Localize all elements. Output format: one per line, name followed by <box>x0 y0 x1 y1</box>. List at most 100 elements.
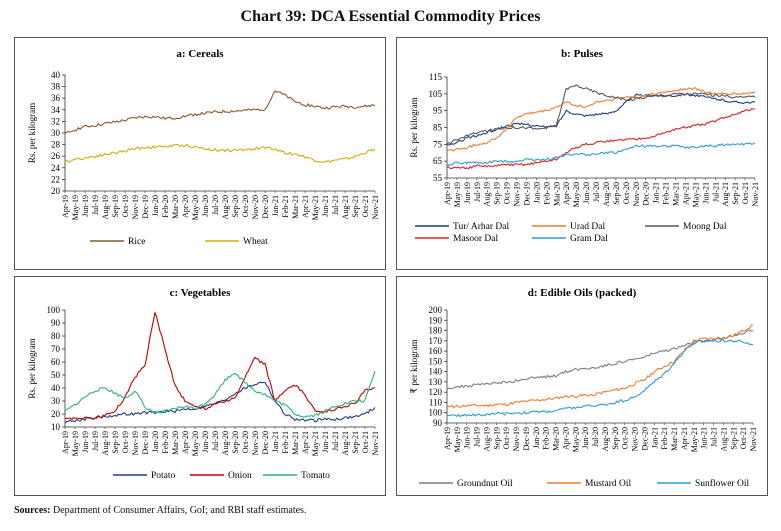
y-tick-label-c: 20 <box>51 409 61 419</box>
y-tick-label-b: 65 <box>433 156 443 166</box>
x-tick-label-c: Jan-21 <box>271 431 280 452</box>
x-tick-label-d: Apr-20 <box>561 427 570 450</box>
x-tick-label-a: Dec-20 <box>261 195 270 219</box>
x-tick-label-c: Apr-20 <box>181 431 190 454</box>
x-tick-label-a: Aug-21 <box>341 195 350 219</box>
chart-title-b: b: Pulses <box>561 48 604 60</box>
y-tick-label-a: 20 <box>51 186 61 196</box>
x-tick-label-d: Jan-20 <box>532 427 541 448</box>
x-tick-label-c: Dec-20 <box>261 431 270 455</box>
x-tick-label-a: May-20 <box>191 195 200 220</box>
x-tick-label-c: Aug-19 <box>101 431 110 455</box>
sources-text: Department of Consumer Affairs, GoI; and… <box>52 505 307 516</box>
x-tick-label-c: Jul-19 <box>91 431 100 451</box>
y-tick-label-d: 100 <box>429 408 443 418</box>
x-tick-label-a: Feb-21 <box>281 195 290 218</box>
x-tick-label-a: Jun-21 <box>321 195 330 217</box>
y-tick-label-c: 40 <box>51 383 61 393</box>
x-tick-label-b: Jun-21 <box>701 182 710 204</box>
x-tick-label-b: Apr-19 <box>443 182 452 205</box>
x-tick-label-d: Nov-20 <box>631 427 640 451</box>
legend-label: Wheat <box>243 237 268 247</box>
x-tick-label-d: Aug-21 <box>719 427 728 451</box>
x-tick-label-d: Dec-19 <box>522 427 531 451</box>
x-tick-label-b: Oct-19 <box>503 182 512 204</box>
y-axis-label-a: Rs. per kilogram <box>27 103 37 163</box>
series-line-rice <box>64 90 376 134</box>
x-tick-label-b: Jun-19 <box>463 182 472 204</box>
x-tick-label-c: Dec-19 <box>141 431 150 455</box>
x-tick-label-b: Oct-21 <box>741 182 750 204</box>
series-line-urad-dal <box>446 87 756 152</box>
x-tick-label-c: Apr-19 <box>61 431 70 454</box>
sources-label: Sources: <box>14 505 51 516</box>
x-tick-label-b: Apr-20 <box>562 182 571 205</box>
x-tick-label-d: Apr-19 <box>443 427 452 450</box>
x-tick-label-d: Jul-19 <box>473 427 482 447</box>
x-tick-label-d: Apr-21 <box>680 427 689 450</box>
y-axis-label-c: Rs. per kilogram <box>27 338 37 398</box>
y-tick-label-d: 140 <box>429 367 443 377</box>
x-tick-label-b: Sep-20 <box>612 182 621 205</box>
x-tick-label-c: Feb-20 <box>161 431 170 454</box>
x-tick-label-c: Sep-19 <box>111 431 120 454</box>
x-tick-label-d: May-19 <box>453 427 462 452</box>
x-tick-label-c: Aug-20 <box>221 431 230 455</box>
x-tick-label-d: Oct-21 <box>739 427 748 449</box>
x-tick-label-a: Feb-20 <box>161 195 170 218</box>
x-tick-label-d: Jun-19 <box>463 427 472 449</box>
y-tick-label-c: 60 <box>51 357 61 367</box>
y-tick-label-c: 50 <box>51 370 61 380</box>
x-tick-label-c: May-20 <box>191 431 200 456</box>
panel-edible-oils: d: Edible Oils (packed) ₹ per kilogram 90 1… <box>396 276 768 496</box>
legend-label: Rice <box>128 237 145 247</box>
x-tick-label-b: Dec-20 <box>642 182 651 206</box>
x-tick-label-a: Jan-20 <box>151 195 160 216</box>
x-tick-label-a: Oct-21 <box>361 195 370 217</box>
y-tick-label-d: 190 <box>429 315 443 325</box>
y-tick-label-b: 105 <box>429 89 443 99</box>
x-tick-label-a: May-21 <box>311 195 320 220</box>
x-tick-label-a: Jun-20 <box>201 195 210 217</box>
series-line-potato <box>64 381 376 424</box>
legend-label: Sunflower Oil <box>695 478 749 489</box>
series-line-masoor-dal <box>446 108 756 170</box>
y-tick-label-b: 95 <box>433 106 443 116</box>
y-tick-label-d: 130 <box>429 377 443 387</box>
y-tick-label-a: 38 <box>51 82 61 92</box>
x-tick-label-b: May-20 <box>572 182 581 207</box>
y-tick-label-c: 90 <box>51 318 61 328</box>
x-tick-label-c: Jul-21 <box>331 431 340 451</box>
x-tick-label-a: Nov-19 <box>131 195 140 219</box>
chart-title-d: d: Edible Oils (packed) <box>528 287 637 299</box>
x-tick-label-c: Oct-19 <box>121 431 130 453</box>
x-tick-label-d: Aug-19 <box>482 427 491 451</box>
x-tick-label-d: Jul-20 <box>591 427 600 447</box>
y-tick-label-c: 80 <box>51 331 61 341</box>
x-tick-label-a: Jan-21 <box>271 195 280 216</box>
legend-label: Moong Dal <box>683 222 727 232</box>
x-tick-label-d: Jul-21 <box>710 427 719 447</box>
x-tick-label-a: Apr-21 <box>301 195 310 218</box>
series-line-wheat <box>64 143 376 163</box>
x-tick-label-a: Nov-20 <box>251 195 260 219</box>
x-tick-label-d: Aug-20 <box>601 427 610 451</box>
y-tick-label-d: 170 <box>429 336 443 346</box>
x-tick-label-d: Sep-20 <box>611 427 620 450</box>
legend-label: Mustard Oil <box>585 479 632 489</box>
x-tick-label-a: Dec-19 <box>141 195 150 219</box>
y-tick-label-a: 28 <box>51 140 61 150</box>
x-tick-label-a: Aug-20 <box>221 195 230 219</box>
x-tick-label-a: Jun-19 <box>81 195 90 217</box>
x-tick-label-b: Mar-20 <box>552 182 561 206</box>
y-tick-label-c: 30 <box>51 396 61 406</box>
x-tick-label-c: Aug-21 <box>341 431 350 455</box>
y-tick-label-d: 90 <box>433 418 443 428</box>
panel-vegetables: c: Vegetables Rs. per kilogram 10 20 30 40 50 6… <box>14 276 386 496</box>
x-tick-label-c: Sep-21 <box>351 431 360 454</box>
x-tick-label-a: Jul-20 <box>211 195 220 215</box>
x-tick-label-b: Jan-20 <box>532 182 541 203</box>
x-tick-label-c: Jul-20 <box>211 431 220 451</box>
y-tick-label-d: 150 <box>429 356 443 366</box>
